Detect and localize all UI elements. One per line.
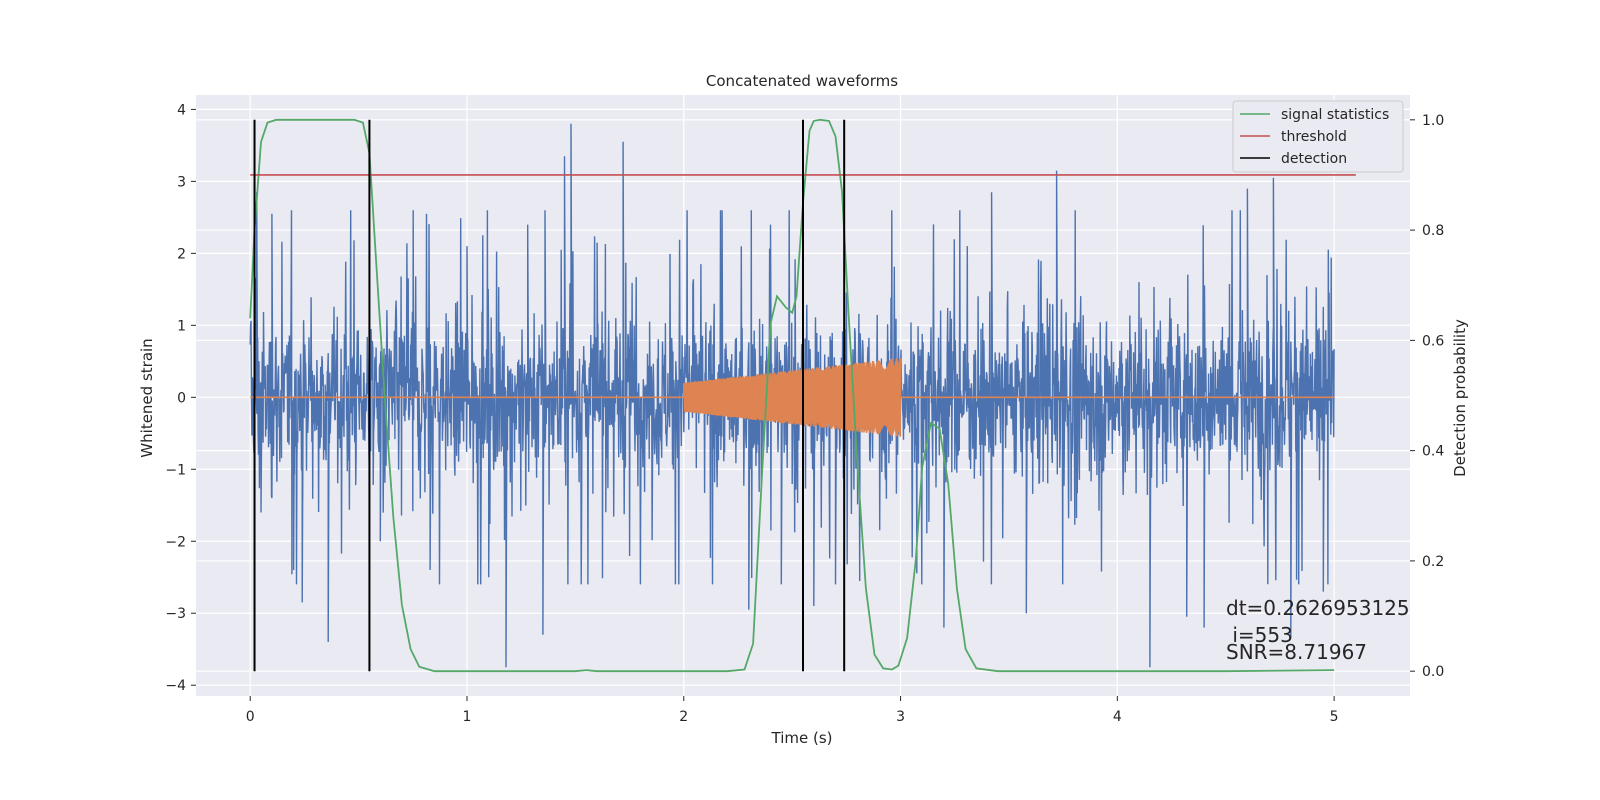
y2-tick-label: 0.6 — [1422, 333, 1444, 349]
y2-tick-label: 0.2 — [1422, 554, 1444, 570]
y2-tick-label: 0.4 — [1422, 444, 1444, 460]
legend-label-detection: detection — [1281, 151, 1347, 167]
y-tick-label: 2 — [177, 246, 186, 262]
x-axis-label: Time (s) — [771, 729, 833, 747]
annotation-index: i=553 — [1226, 623, 1293, 647]
x-axis: 0 1 2 3 4 5 — [246, 696, 1339, 725]
y2-tick-label: 0.0 — [1422, 664, 1444, 680]
series-line-strain — [249, 123, 1335, 668]
y-tick-label: 3 — [177, 174, 186, 190]
y-tick-label: −2 — [165, 534, 186, 550]
legend: signal statistics threshold detection — [1232, 100, 1404, 173]
y-tick-label: 0 — [177, 390, 186, 406]
detection-lines — [253, 119, 846, 672]
y-axis-left: −4 −3 −2 −1 0 1 2 3 4 — [165, 102, 196, 694]
y-tick-label: −1 — [165, 462, 186, 478]
x-tick-label: 0 — [246, 709, 255, 725]
x-tick-label: 4 — [1113, 709, 1122, 725]
legend-label-signal-statistics: signal statistics — [1281, 107, 1389, 123]
annotation-dt: dt=0.2626953125 — [1226, 596, 1410, 620]
y-axis-label: Whitened strain — [138, 338, 156, 457]
legend-label-threshold: threshold — [1281, 129, 1347, 145]
y-axis-right: 0.0 0.2 0.4 0.6 0.8 1.0 — [1410, 113, 1444, 680]
chart-title: Concatenated waveforms — [706, 72, 898, 90]
y-tick-label: −4 — [165, 678, 186, 694]
x-tick-label: 5 — [1330, 709, 1339, 725]
y2-axis-label: Detection probability — [1451, 319, 1469, 477]
x-tick-label: 3 — [896, 709, 905, 725]
y-tick-label: 4 — [177, 102, 186, 118]
y-tick-label: 1 — [177, 318, 186, 334]
legend-box — [1232, 100, 1404, 173]
series-line-injection — [250, 358, 1335, 437]
series-line-signal-statistics — [249, 118, 1335, 673]
y2-tick-label: 0.8 — [1422, 223, 1444, 239]
y-tick-label: −3 — [165, 606, 186, 622]
y2-tick-label: 1.0 — [1422, 113, 1444, 129]
x-tick-label: 1 — [463, 709, 472, 725]
x-tick-label: 2 — [679, 709, 688, 725]
annotation-snr: SNR=8.71967 — [1226, 640, 1367, 664]
